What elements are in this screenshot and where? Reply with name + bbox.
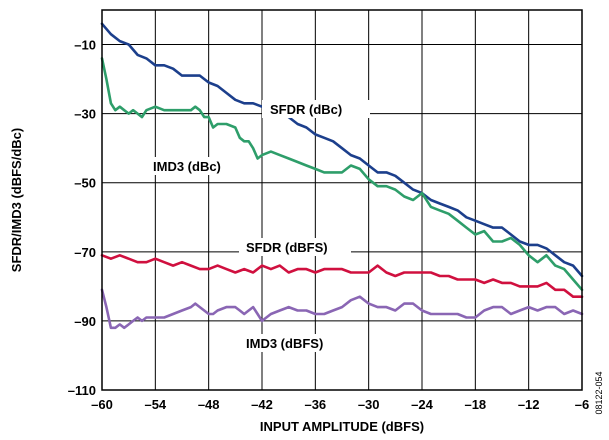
series-line-3: [100, 288, 584, 330]
y-tick-label: –70: [74, 245, 96, 260]
x-tick-label: –12: [518, 397, 540, 412]
series-group: [100, 22, 584, 330]
x-tick-label: –30: [358, 397, 380, 412]
y-tick-label: –50: [74, 176, 96, 191]
annotations: SFDR (dBc) IMD3 (dBc) SFDR (dBFS) IMD3 (…: [146, 100, 370, 352]
y-axis-label: SFDR/IMD3 (dBFS/dBc): [9, 128, 24, 272]
x-tick-label: –48: [198, 397, 220, 412]
series-label-sfdr-dbfs: SFDR (dBFS): [246, 240, 328, 255]
series-line-1: [100, 57, 584, 292]
x-tick-labels: –60 –54 –48 –42 –36 –30 –24 –18 –12 –6: [91, 397, 589, 412]
x-axis-label: INPUT AMPLITUDE (dBFS): [260, 419, 424, 434]
x-tick-label: –60: [91, 397, 113, 412]
y-tick-label: –90: [74, 314, 96, 329]
grid: [102, 10, 582, 390]
series-label-sfdr-dbc: SFDR (dBc): [270, 102, 342, 117]
x-tick-label: –6: [575, 397, 589, 412]
plot-frame: [101, 9, 583, 391]
y-tick-label: –110: [68, 383, 96, 398]
label-sfdr-dbc: SFDR (dBc): [262, 100, 370, 118]
y-tick-label: –10: [74, 38, 96, 53]
figure-id: 08122-054: [594, 371, 604, 414]
x-tick-label: –42: [251, 397, 273, 412]
x-tick-label: –24: [411, 397, 433, 412]
label-sfdr-dbfs: SFDR (dBFS): [239, 238, 351, 256]
series-label-imd3-dbfs: IMD3 (dBFS): [246, 336, 323, 351]
label-imd3-dbfs: IMD3 (dBFS): [239, 334, 351, 352]
y-tick-label: –30: [74, 107, 96, 122]
series-line-2: [100, 254, 584, 298]
series-line-0: [100, 22, 584, 278]
series-label-imd3-dbc: IMD3 (dBc): [153, 159, 221, 174]
x-tick-label: –36: [304, 397, 326, 412]
x-tick-label: –54: [144, 397, 166, 412]
y-tick-labels: –10 –30 –50 –70 –90 –110: [68, 38, 96, 398]
label-imd3-dbc: IMD3 (dBc): [146, 157, 244, 175]
x-tick-label: –18: [464, 397, 486, 412]
